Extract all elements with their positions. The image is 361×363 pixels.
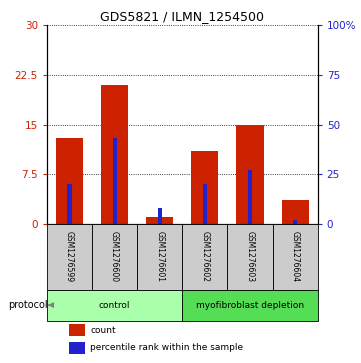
Bar xyxy=(227,224,273,290)
Bar xyxy=(69,324,85,337)
Bar xyxy=(182,290,318,321)
Title: GDS5821 / ILMN_1254500: GDS5821 / ILMN_1254500 xyxy=(100,10,264,23)
Bar xyxy=(203,184,207,224)
Bar xyxy=(92,224,137,290)
Text: GSM1276600: GSM1276600 xyxy=(110,231,119,282)
Bar xyxy=(137,224,182,290)
Bar xyxy=(182,224,227,290)
Text: myofibroblast depletion: myofibroblast depletion xyxy=(196,301,304,310)
Bar xyxy=(69,342,85,354)
Text: percentile rank within the sample: percentile rank within the sample xyxy=(90,343,243,352)
Bar xyxy=(113,138,117,224)
Text: GSM1276599: GSM1276599 xyxy=(65,231,74,282)
Bar xyxy=(293,220,297,224)
Bar xyxy=(47,290,182,321)
Text: GSM1276603: GSM1276603 xyxy=(245,231,255,282)
Bar xyxy=(273,224,318,290)
Bar xyxy=(158,208,162,224)
Text: GSM1276604: GSM1276604 xyxy=(291,231,300,282)
Bar xyxy=(47,224,92,290)
Text: GSM1276601: GSM1276601 xyxy=(155,231,164,282)
Text: count: count xyxy=(90,326,116,335)
Bar xyxy=(101,85,128,224)
Bar xyxy=(146,217,173,224)
Text: protocol: protocol xyxy=(8,300,48,310)
Bar xyxy=(248,170,252,224)
Bar xyxy=(236,125,264,224)
Text: control: control xyxy=(99,301,130,310)
Bar xyxy=(191,151,218,224)
Bar xyxy=(282,200,309,224)
Bar xyxy=(68,184,71,224)
Bar xyxy=(56,138,83,224)
Text: GSM1276602: GSM1276602 xyxy=(200,231,209,282)
